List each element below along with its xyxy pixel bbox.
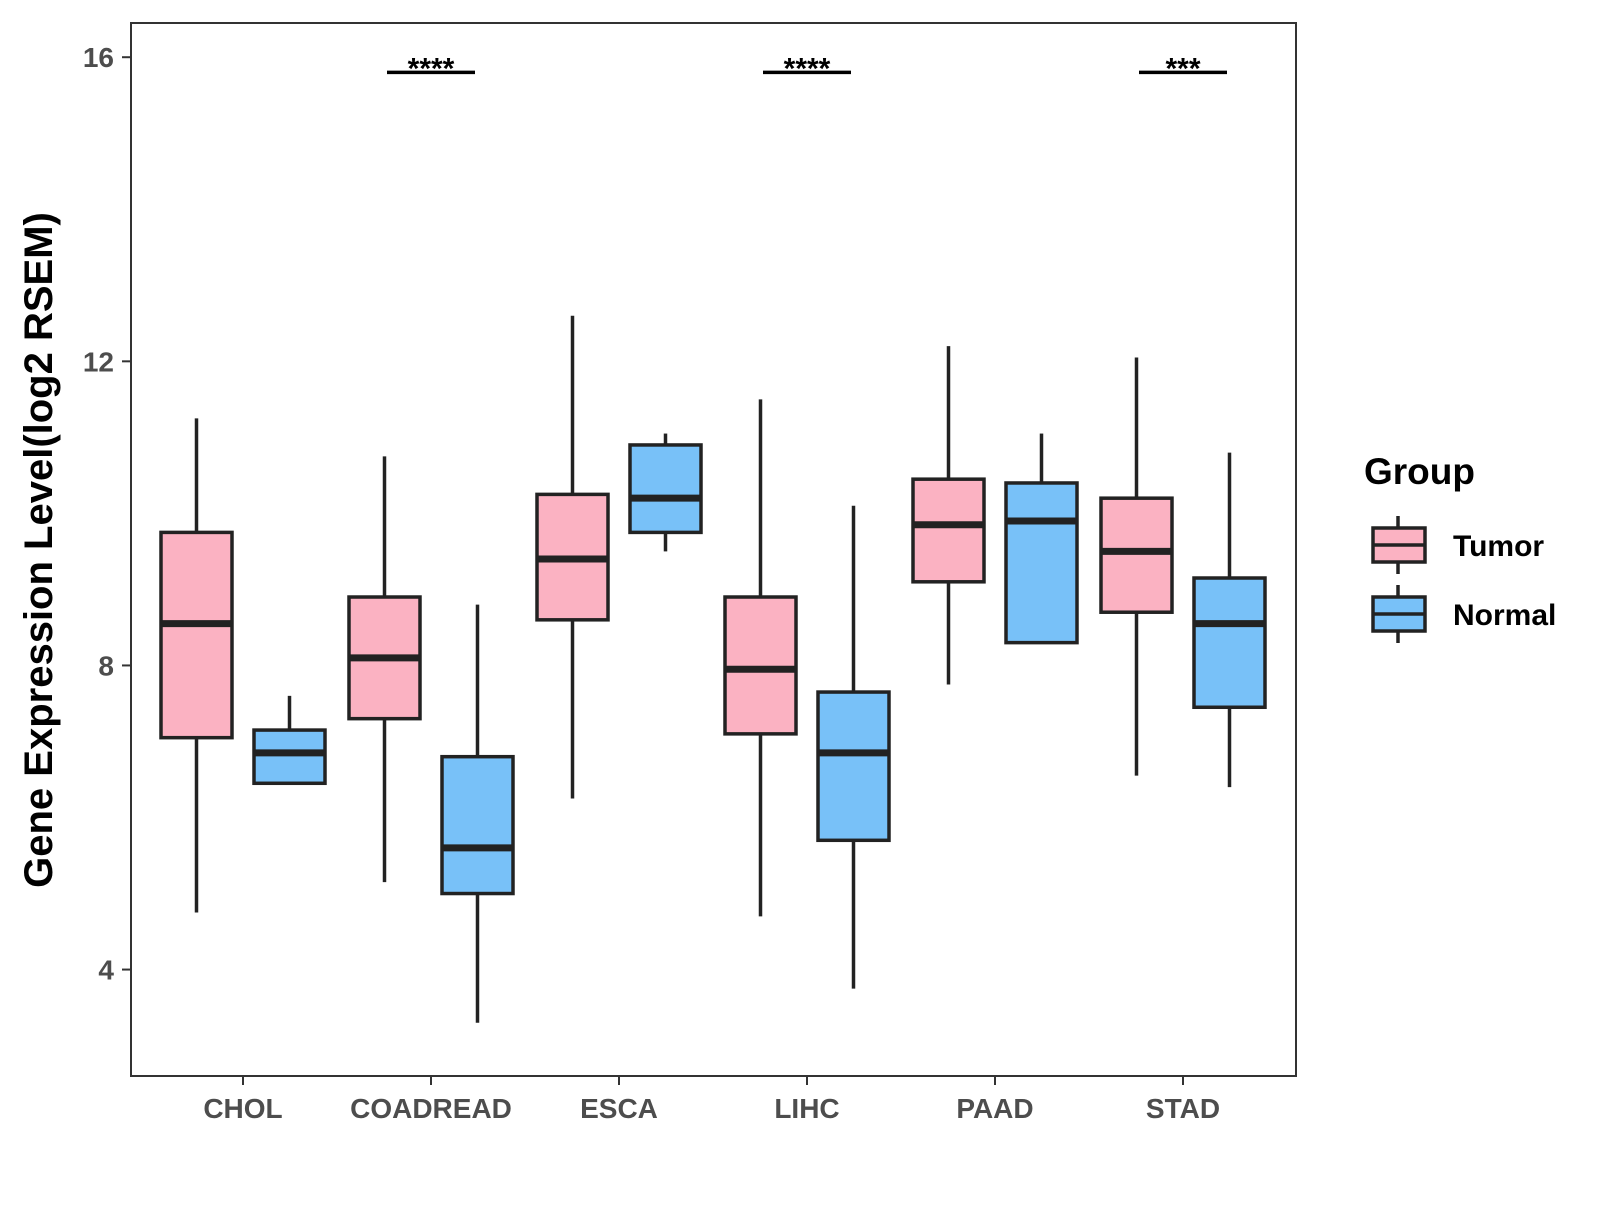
box-normal-chol [252, 695, 327, 786]
box-body [159, 530, 234, 740]
x-tick-label: LIHC [774, 1093, 839, 1124]
box-tumor-paad [911, 346, 986, 685]
x-tick-label: PAAD [956, 1093, 1033, 1124]
box-body [1192, 576, 1267, 710]
box-body [816, 690, 891, 843]
significance-label: **** [784, 52, 831, 85]
legend-label-tumor: Tumor [1453, 530, 1544, 563]
significance-label: *** [1165, 52, 1200, 85]
x-tick-label: ESCA [580, 1093, 658, 1124]
box-normal-paad [1004, 433, 1079, 645]
box-normal-stad [1192, 452, 1267, 788]
box-tumor-esca [535, 315, 610, 799]
series-tumor [159, 315, 1174, 917]
box-series-group [159, 315, 1267, 1023]
box-body [911, 477, 986, 584]
box-tumor-coadread [347, 456, 422, 883]
significance-label: **** [408, 52, 455, 85]
box-body [1099, 496, 1174, 614]
y-axis-title: Gene Expression Level(log2 RSEM) [17, 212, 61, 888]
box-tumor-chol [159, 418, 234, 913]
x-axis: CHOL COADREAD ESCA LIHC PAAD STAD [203, 1076, 1220, 1124]
legend: Group Tumor Normal [1364, 451, 1556, 643]
y-axis: 4 8 12 16 [83, 42, 131, 986]
box-normal-coadread [440, 604, 515, 1023]
box-body [628, 443, 703, 535]
series-normal [252, 433, 1267, 1023]
x-tick-label: CHOL [203, 1093, 282, 1124]
box-normal-esca [628, 433, 703, 552]
legend-title: Group [1364, 451, 1475, 492]
significance-annotations: **** **** *** [387, 52, 1227, 85]
x-tick-label: STAD [1146, 1093, 1220, 1124]
y-tick-label: 16 [83, 42, 114, 73]
legend-key-normal [1371, 585, 1427, 643]
y-tick-label: 8 [98, 650, 114, 681]
box-body [1004, 481, 1079, 645]
box-body [252, 728, 327, 786]
x-tick-label: COADREAD [350, 1093, 512, 1124]
legend-key-tumor [1371, 516, 1427, 574]
legend-label-normal: Normal [1453, 599, 1556, 632]
y-tick-label: 4 [98, 955, 114, 986]
y-tick-label: 12 [83, 346, 114, 377]
box-body [723, 595, 798, 736]
box-tumor-lihc [723, 399, 798, 917]
box-body [440, 754, 515, 896]
box-tumor-stad [1099, 357, 1174, 776]
box-normal-lihc [816, 505, 891, 989]
